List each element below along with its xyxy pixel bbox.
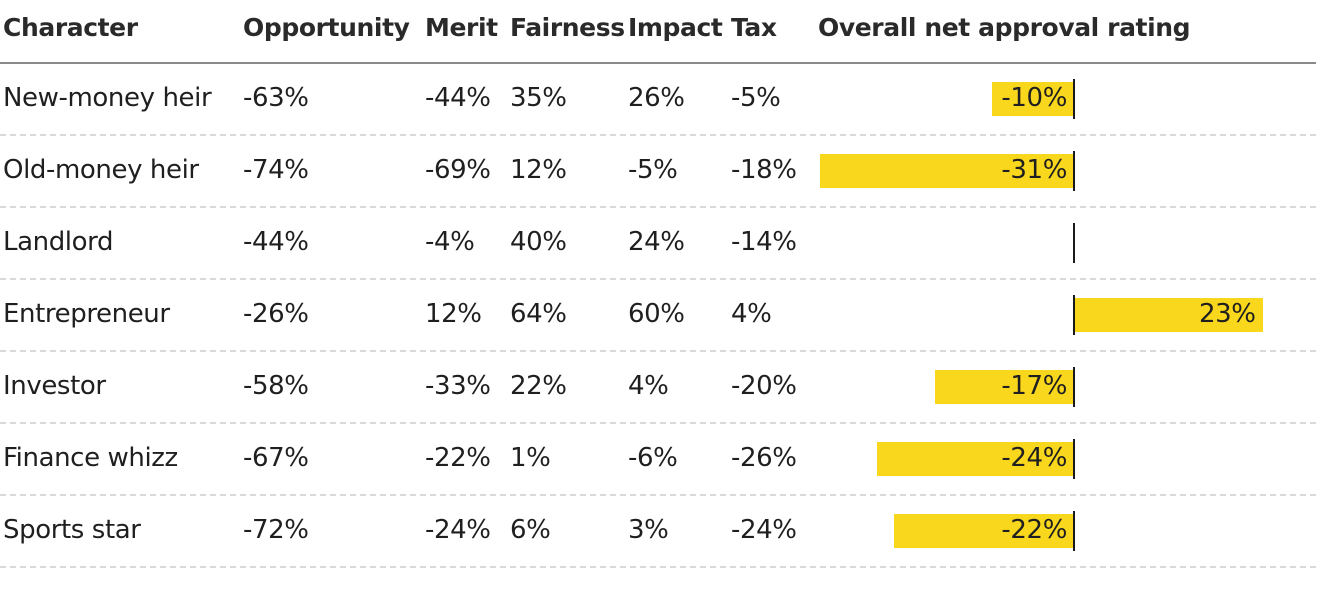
cell-opportunity: -74% <box>243 155 309 185</box>
header-character: Character <box>3 13 138 42</box>
cell-character: Old-money heir <box>3 155 199 185</box>
approval-bar-label: -24% <box>1001 443 1067 473</box>
row-divider <box>0 134 1316 136</box>
cell-tax: 4% <box>731 299 772 329</box>
approval-bar-cell: 23% <box>0 280 1316 352</box>
row-divider <box>0 350 1316 352</box>
zero-axis-line <box>1073 151 1075 191</box>
cell-opportunity: -72% <box>243 515 309 545</box>
zero-axis-line <box>1073 295 1075 335</box>
table-row: Sports star -72% -24% 6% 3% -24% -22% <box>0 496 1316 568</box>
cell-impact: 3% <box>628 515 669 545</box>
cell-fairness: 35% <box>510 83 567 113</box>
cell-impact: 60% <box>628 299 685 329</box>
approval-bar-cell: -22% <box>0 496 1316 568</box>
header-rule <box>0 62 1316 64</box>
approval-bar-label: -22% <box>1001 515 1067 545</box>
cell-impact: 26% <box>628 83 685 113</box>
row-divider <box>0 494 1316 496</box>
cell-merit: -69% <box>425 155 491 185</box>
approval-bar-cell: -10% <box>0 64 1316 136</box>
cell-merit: 12% <box>425 299 482 329</box>
zero-axis-line <box>1073 367 1075 407</box>
table-row: Finance whizz -67% -22% 1% -6% -26% -24% <box>0 424 1316 496</box>
cell-tax: -24% <box>731 515 797 545</box>
cell-fairness: 6% <box>510 515 551 545</box>
cell-merit: -44% <box>425 83 491 113</box>
cell-fairness: 64% <box>510 299 567 329</box>
cell-fairness: 1% <box>510 443 551 473</box>
header-fairness: Fairness <box>510 13 625 42</box>
approval-bar <box>992 82 1074 116</box>
approval-bar-label: -10% <box>1001 83 1067 113</box>
header-merit: Merit <box>425 13 498 42</box>
table-row: Landlord -44% -4% 40% 24% -14% <box>0 208 1316 280</box>
table-row: Investor -58% -33% 22% 4% -20% -17% <box>0 352 1316 424</box>
cell-merit: -4% <box>425 227 475 257</box>
approval-bar-label: -31% <box>1001 155 1067 185</box>
cell-opportunity: -58% <box>243 371 309 401</box>
cell-impact: -5% <box>628 155 678 185</box>
table-row: Old-money heir -74% -69% 12% -5% -18% -31% <box>0 136 1316 208</box>
table-row: New-money heir -63% -44% 35% 26% -5% -10% <box>0 64 1316 136</box>
approval-bar-cell: -31% <box>0 136 1316 208</box>
table-row: Entrepreneur -26% 12% 64% 60% 4% 23% <box>0 280 1316 352</box>
cell-fairness: 12% <box>510 155 567 185</box>
cell-impact: 4% <box>628 371 669 401</box>
approval-bar-label: -17% <box>1001 371 1067 401</box>
cell-merit: -24% <box>425 515 491 545</box>
cell-opportunity: -67% <box>243 443 309 473</box>
cell-merit: -33% <box>425 371 491 401</box>
zero-axis-line <box>1073 511 1075 551</box>
cell-tax: -18% <box>731 155 797 185</box>
approval-bar <box>819 154 1074 188</box>
cell-impact: -6% <box>628 443 678 473</box>
approval-bar-cell <box>0 208 1316 280</box>
approval-bar-cell: -17% <box>0 352 1316 424</box>
cell-tax: -14% <box>731 227 797 257</box>
approval-bar <box>1074 298 1263 332</box>
cell-opportunity: -44% <box>243 227 309 257</box>
cell-character: Finance whizz <box>3 443 178 473</box>
cell-fairness: 22% <box>510 371 567 401</box>
cell-tax: -5% <box>731 83 781 113</box>
row-divider <box>0 206 1316 208</box>
zero-axis-line <box>1073 223 1075 263</box>
header-tax: Tax <box>731 13 777 42</box>
row-divider <box>0 566 1316 568</box>
row-divider <box>0 278 1316 280</box>
approval-bar <box>934 370 1074 404</box>
header-impact: Impact <box>628 13 723 42</box>
cell-character: Sports star <box>3 515 141 545</box>
cell-fairness: 40% <box>510 227 567 257</box>
cell-impact: 24% <box>628 227 685 257</box>
approval-bar-label: 23% <box>1199 299 1256 329</box>
header-opportunity: Opportunity <box>243 13 410 42</box>
cell-tax: -20% <box>731 371 797 401</box>
zero-axis-line <box>1073 439 1075 479</box>
cell-tax: -26% <box>731 443 797 473</box>
approval-bar-cell: -24% <box>0 424 1316 496</box>
cell-character: Landlord <box>3 227 114 257</box>
approval-bar <box>893 514 1074 548</box>
cell-character: Investor <box>3 371 106 401</box>
cell-character: New-money heir <box>3 83 212 113</box>
cell-opportunity: -63% <box>243 83 309 113</box>
cell-opportunity: -26% <box>243 299 309 329</box>
row-divider <box>0 422 1316 424</box>
zero-axis-line <box>1073 79 1075 119</box>
cell-merit: -22% <box>425 443 491 473</box>
header-overall-approval: Overall net approval rating <box>818 13 1191 42</box>
cell-character: Entrepreneur <box>3 299 170 329</box>
approval-bar <box>877 442 1074 476</box>
